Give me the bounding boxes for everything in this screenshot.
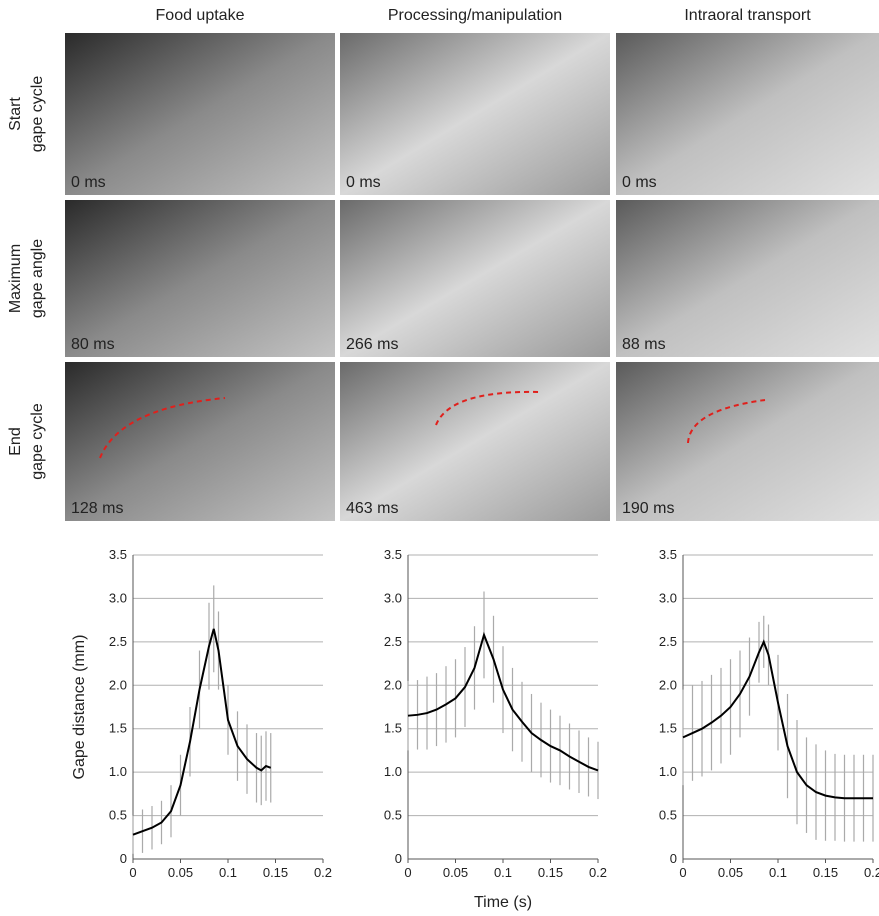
- y-tick-label: 0: [670, 851, 677, 866]
- photo: [616, 362, 879, 521]
- y-tick-label: 0.5: [109, 808, 127, 823]
- y-tick-label: 3.5: [109, 547, 127, 562]
- x-tick-label: 0: [129, 865, 136, 880]
- row-label: Maximum: [7, 244, 24, 313]
- y-tick-label: 2.0: [109, 677, 127, 692]
- x-tick-label: 0.05: [168, 865, 193, 880]
- column-title: Processing/manipulation: [388, 7, 562, 24]
- x-tick-label: 0: [679, 865, 686, 880]
- y-tick-label: 0: [395, 851, 402, 866]
- y-tick-label: 1.5: [109, 721, 127, 736]
- x-axis-label: Time (s): [474, 894, 532, 911]
- y-tick-label: 3.5: [659, 547, 677, 562]
- photo: [340, 200, 610, 357]
- y-tick-label: 2.0: [384, 677, 402, 692]
- y-tick-label: 0.5: [659, 808, 677, 823]
- photo: [616, 200, 879, 357]
- y-tick-label: 2.5: [384, 634, 402, 649]
- outline-curve: [99, 397, 226, 459]
- time-label: 0 ms: [346, 174, 381, 191]
- column-title: Food uptake: [156, 7, 245, 24]
- mean-line: [132, 628, 272, 836]
- y-tick-label: 3.0: [109, 590, 127, 605]
- row-label: gape cycle: [29, 76, 46, 153]
- y-tick-label: 3.0: [384, 590, 402, 605]
- row-label: End: [7, 427, 24, 455]
- y-tick-label: 0.5: [384, 808, 402, 823]
- photo: [65, 200, 335, 357]
- row-label: Start: [7, 97, 24, 131]
- time-label: 88 ms: [622, 336, 666, 353]
- x-tick-label: 0: [404, 865, 411, 880]
- x-tick-label: 0.15: [813, 865, 838, 880]
- mean-line: [682, 639, 873, 800]
- y-tick-label: 3.0: [659, 590, 677, 605]
- y-tick-label: 1.0: [384, 764, 402, 779]
- y-tick-label: 1.0: [659, 764, 677, 779]
- time-label: 128 ms: [71, 500, 123, 517]
- x-tick-label: 0.2: [314, 865, 332, 880]
- x-tick-label: 0.1: [769, 865, 787, 880]
- x-tick-label: 0.05: [718, 865, 743, 880]
- x-tick-label: 0.2: [589, 865, 607, 880]
- y-tick-label: 1.0: [109, 764, 127, 779]
- y-tick-label: 2.0: [659, 677, 677, 692]
- photo: [340, 33, 610, 195]
- y-tick-label: 1.5: [384, 721, 402, 736]
- mean-line: [407, 631, 599, 772]
- y-tick-label: 3.5: [384, 547, 402, 562]
- photo: [340, 362, 610, 521]
- photo: [616, 33, 879, 195]
- y-tick-label: 2.5: [659, 634, 677, 649]
- time-label: 80 ms: [71, 336, 115, 353]
- y-tick-label: 0: [120, 851, 127, 866]
- x-tick-label: 0.15: [263, 865, 288, 880]
- time-label: 190 ms: [622, 500, 674, 517]
- x-tick-label: 0.2: [864, 865, 879, 880]
- time-label: 463 ms: [346, 500, 398, 517]
- y-tick-label: 2.5: [109, 634, 127, 649]
- row-label: gape cycle: [29, 403, 46, 480]
- time-label: 0 ms: [71, 174, 106, 191]
- x-tick-label: 0.05: [443, 865, 468, 880]
- x-tick-label: 0.1: [494, 865, 512, 880]
- y-tick-label: 1.5: [659, 721, 677, 736]
- y-axis-label: Gape distance (mm): [71, 635, 88, 780]
- photo: [65, 362, 335, 521]
- x-tick-label: 0.15: [538, 865, 563, 880]
- row-label: gape angle: [29, 239, 46, 318]
- time-label: 0 ms: [622, 174, 657, 191]
- column-title: Intraoral transport: [684, 7, 811, 24]
- time-label: 266 ms: [346, 336, 398, 353]
- x-tick-label: 0.1: [219, 865, 237, 880]
- photo: [65, 33, 335, 195]
